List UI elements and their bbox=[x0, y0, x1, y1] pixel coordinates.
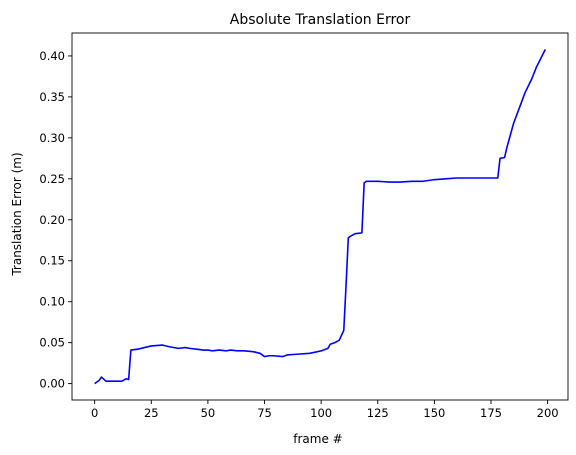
x-tick-label: 25 bbox=[144, 406, 159, 420]
y-tick-label: 0.35 bbox=[39, 90, 65, 104]
plot-frame bbox=[71, 32, 569, 401]
y-axis-label: Translation Error (m) bbox=[10, 152, 24, 276]
y-tick-label: 0.05 bbox=[39, 336, 65, 350]
y-tick-label: 0.40 bbox=[39, 49, 65, 63]
x-tick-label: 0 bbox=[91, 406, 98, 420]
y-axis: 0.00 0.05 0.10 0.15 0.20 0.25 0.30 0.35 0.40 bbox=[39, 49, 72, 391]
x-tick-label: 75 bbox=[257, 406, 272, 420]
y-tick-label: 0.00 bbox=[39, 377, 65, 391]
x-tick-label: 125 bbox=[367, 406, 389, 420]
plot-area bbox=[71, 32, 569, 401]
x-tick-label: 50 bbox=[201, 406, 216, 420]
chart-title: Absolute Translation Error bbox=[230, 12, 411, 28]
x-tick-label: 200 bbox=[537, 406, 559, 420]
y-tick-label: 0.10 bbox=[39, 295, 65, 309]
y-tick-label: 0.30 bbox=[39, 131, 65, 145]
x-tick-label: 100 bbox=[310, 406, 332, 420]
y-tick-label: 0.15 bbox=[39, 254, 65, 268]
x-tick-label: 150 bbox=[423, 406, 445, 420]
y-tick-label: 0.25 bbox=[39, 172, 65, 186]
y-tick-label: 0.20 bbox=[39, 213, 65, 227]
series-line bbox=[94, 49, 547, 385]
x-tick-label: 175 bbox=[480, 406, 502, 420]
x-axis: 0 25 50 75 100 125 150 175 200 bbox=[91, 400, 559, 420]
x-axis-label: frame # bbox=[293, 432, 342, 446]
